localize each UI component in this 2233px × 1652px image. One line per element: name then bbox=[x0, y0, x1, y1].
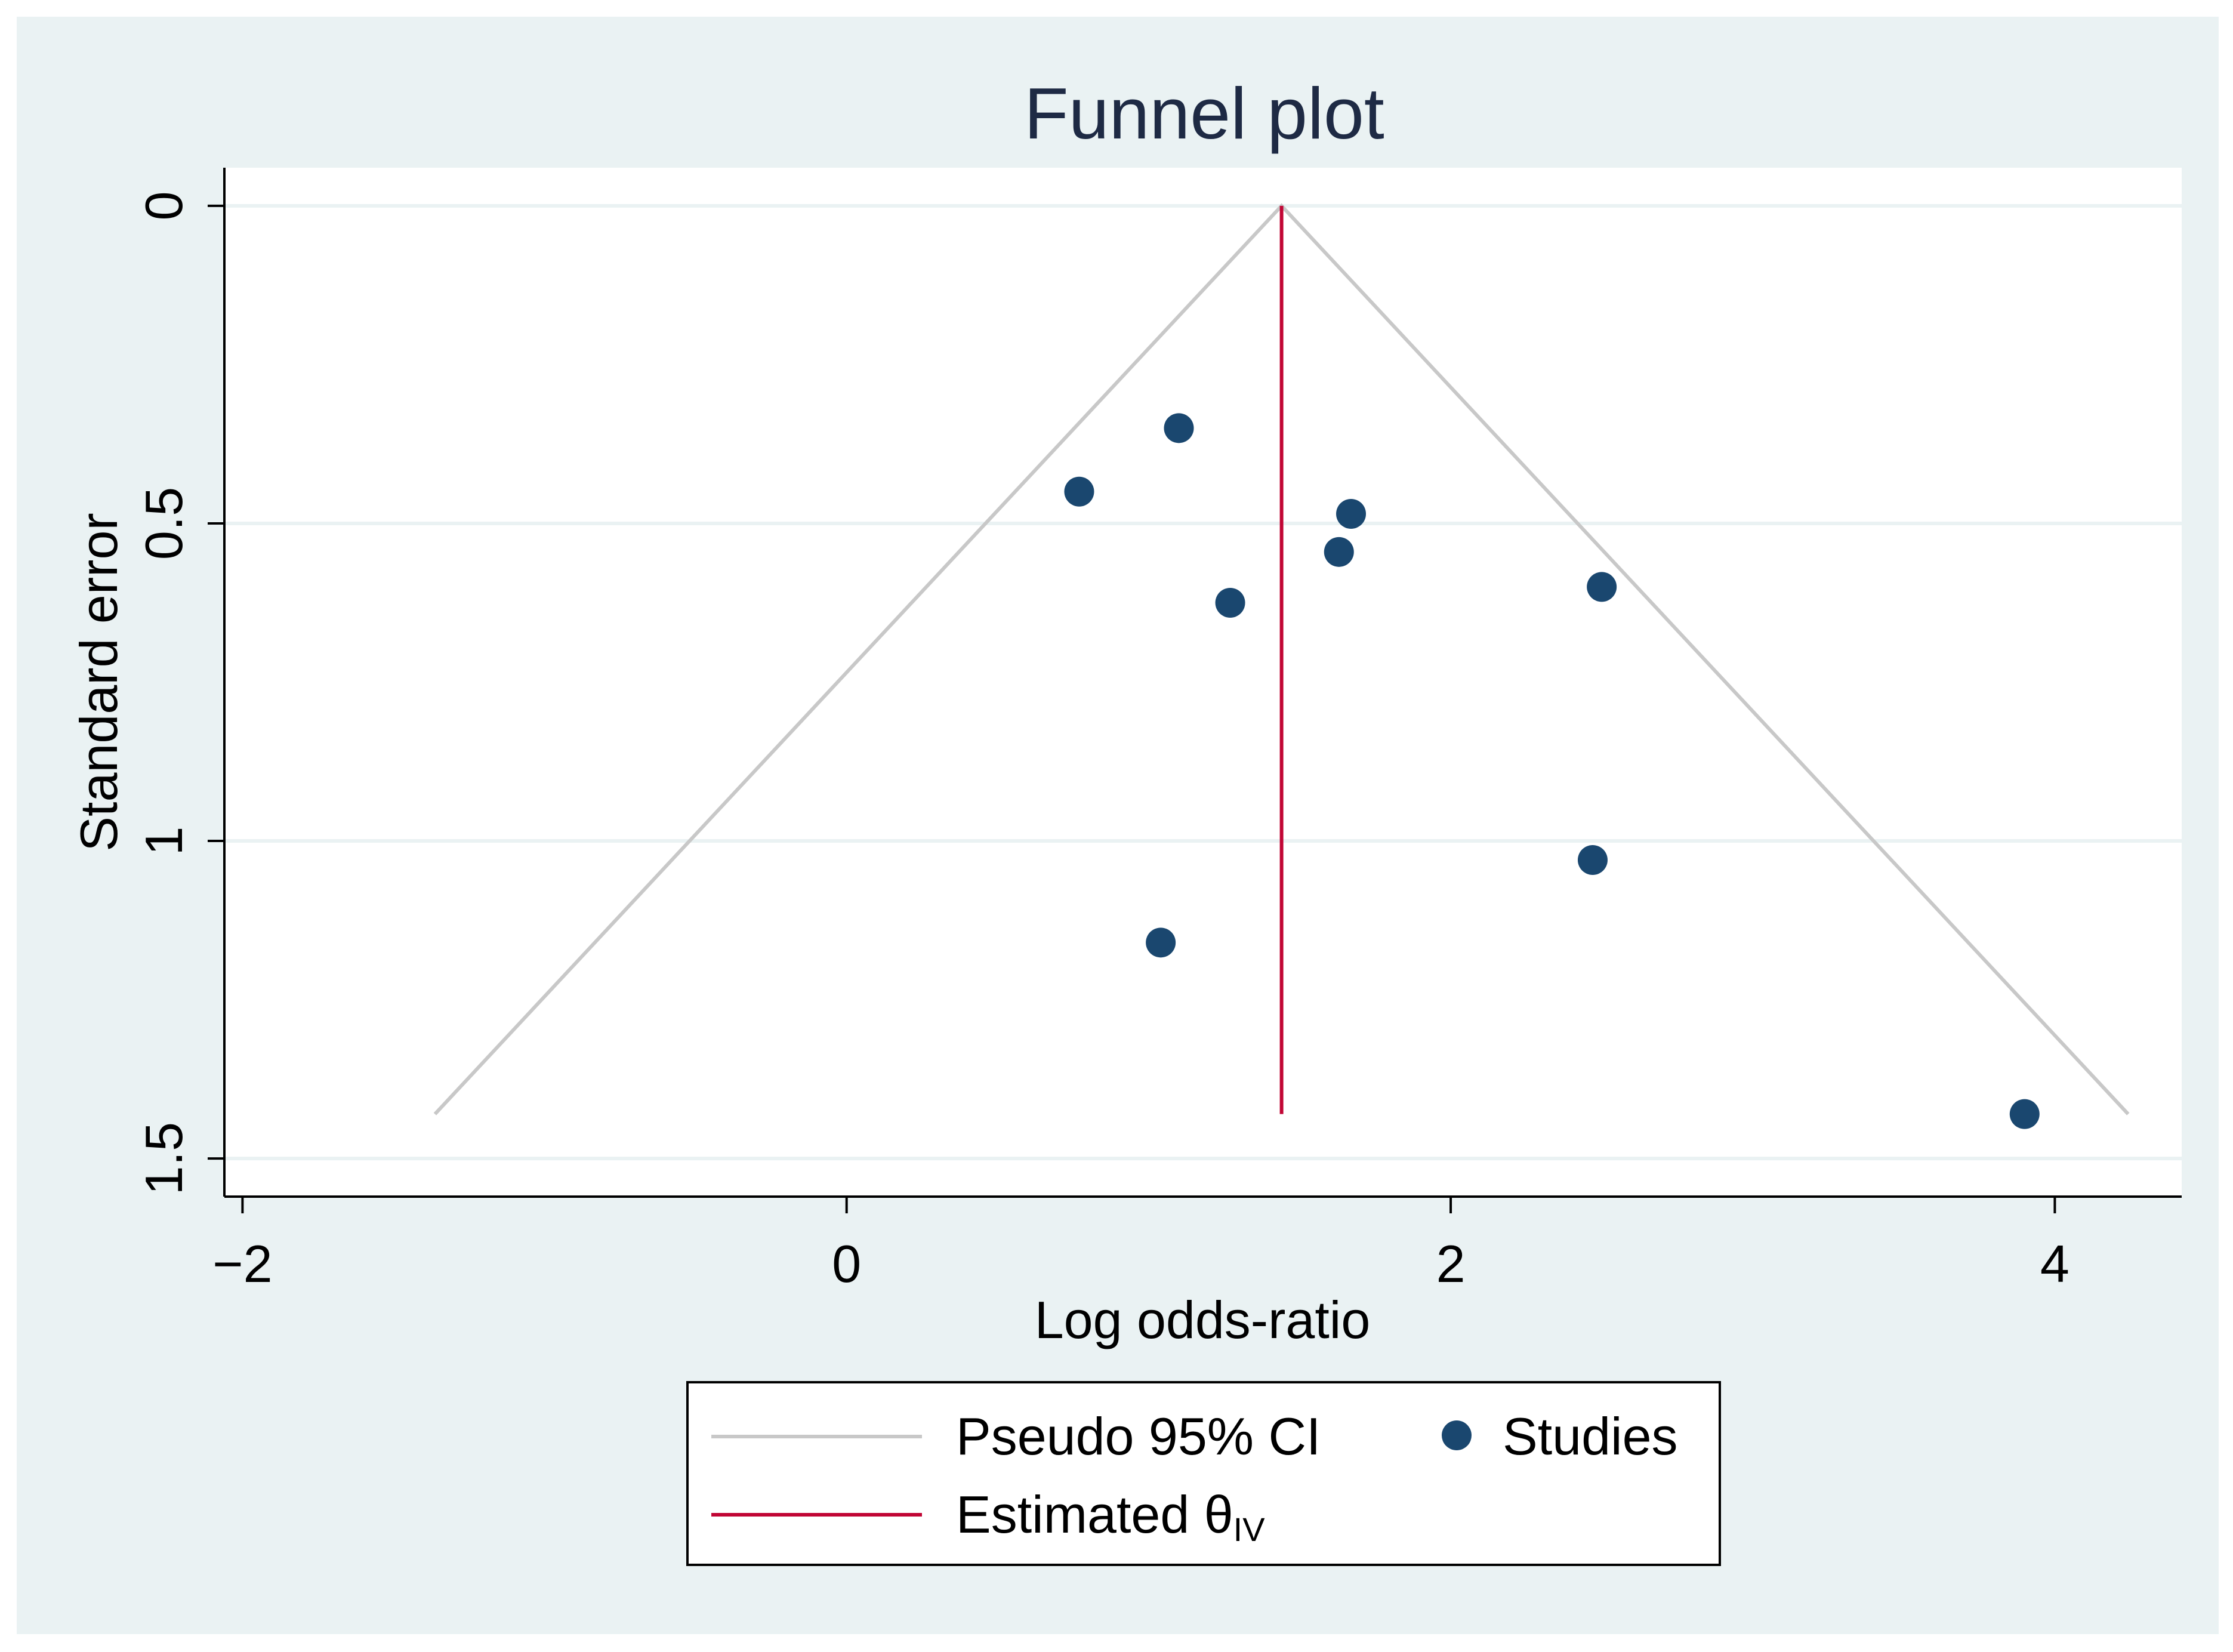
y-tick-label: 0 bbox=[134, 191, 193, 220]
legend-estimate-subscript: IV bbox=[1233, 1511, 1266, 1548]
study-point bbox=[1324, 537, 1354, 567]
study-point bbox=[2009, 1099, 2040, 1129]
x-tick-label: 4 bbox=[2040, 1234, 2069, 1293]
y-ticks: 0 0.5 1 1.5 bbox=[134, 191, 224, 1195]
legend-estimate-text: Estimated θ bbox=[956, 1485, 1233, 1544]
legend-estimate-label: Estimated θIV bbox=[956, 1485, 1265, 1548]
y-tick-label: 1 bbox=[134, 827, 193, 856]
plot-area bbox=[224, 168, 2182, 1197]
legend-studies-label: Studies bbox=[1503, 1407, 1678, 1466]
study-point bbox=[1215, 587, 1245, 618]
study-point bbox=[1064, 476, 1094, 507]
y-tick-label: 0.5 bbox=[134, 487, 193, 560]
grid-layer bbox=[224, 204, 2182, 1161]
study-points-layer bbox=[1064, 413, 2040, 1129]
chart-title: Funnel plot bbox=[1024, 73, 1384, 154]
x-ticks: −2 0 2 4 bbox=[212, 1197, 2069, 1293]
legend-ci-label: Pseudo 95% CI bbox=[956, 1407, 1321, 1466]
study-point bbox=[1577, 845, 1608, 875]
x-axis-label: Log odds-ratio bbox=[1035, 1290, 1371, 1349]
x-tick-label: 0 bbox=[832, 1234, 861, 1293]
x-tick-label: −2 bbox=[212, 1234, 272, 1293]
y-axis-label: Standard error bbox=[69, 513, 128, 851]
study-point bbox=[1587, 572, 1617, 602]
study-point bbox=[1164, 413, 1194, 443]
study-point bbox=[1146, 927, 1176, 958]
legend-box bbox=[686, 1381, 1721, 1566]
x-tick-label: 2 bbox=[1436, 1234, 1466, 1293]
legend-studies-marker bbox=[1442, 1420, 1472, 1450]
y-tick-label: 1.5 bbox=[134, 1122, 193, 1195]
study-point bbox=[1336, 498, 1367, 529]
legend: Pseudo 95% CI Studies Estimated θIV bbox=[686, 1381, 1721, 1566]
